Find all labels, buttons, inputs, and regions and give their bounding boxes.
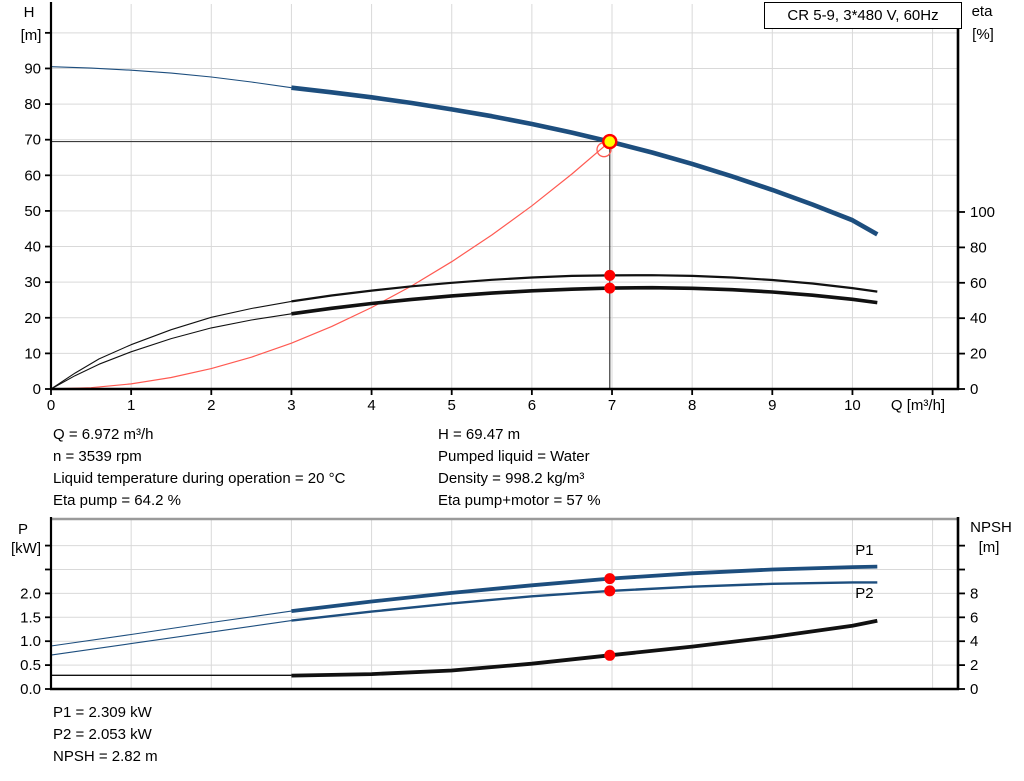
duty-point-marker xyxy=(602,133,618,150)
eta-pump-motor-curve xyxy=(291,285,878,316)
tick-label-right: 8 xyxy=(970,585,978,602)
head-curve xyxy=(291,85,879,237)
tick-label-right: 20 xyxy=(970,346,987,363)
npsh-marker xyxy=(604,649,616,661)
info-line-speed: n = 3539 rpm xyxy=(53,448,142,465)
eta-pump-curve xyxy=(50,300,292,390)
info-line-npsh: NPSH = 2.82 m xyxy=(53,748,158,765)
right-axis-unit: [m] xyxy=(979,539,1000,556)
tick-label-left: 80 xyxy=(24,96,41,113)
tick-label-left: 0.5 xyxy=(20,657,41,674)
tick-label-bottom: 7 xyxy=(608,397,616,414)
head-efficiency-chart: 0 10 20 30 40 50 60 70 80 90 0 20 40 60 80 100 0 1 2 3 4 5 6 7 8… xyxy=(21,2,995,414)
tick-label-left: 70 xyxy=(24,132,41,149)
left-axis-unit: [kW] xyxy=(11,540,41,557)
tick-label-left: 2.0 xyxy=(20,585,41,602)
tick-label-bottom: 3 xyxy=(287,397,295,414)
eta-pump-marker xyxy=(604,269,616,281)
tick-label-right: 60 xyxy=(970,275,987,292)
tick-label-bottom: 1 xyxy=(127,397,135,414)
tick-label-bottom: 2 xyxy=(207,397,215,414)
tick-label-left: 1.5 xyxy=(20,609,41,626)
power-info-block: P1 = 2.309 kW P2 = 2.053 kW NPSH = 2.82 … xyxy=(53,702,158,768)
eta-pump-curve xyxy=(291,274,878,303)
p1-curve xyxy=(50,610,292,647)
tick-label-right: 80 xyxy=(970,239,987,256)
tick-label-right: 0 xyxy=(970,681,978,698)
tick-label-left: 40 xyxy=(24,239,41,256)
info-line-density: Density = 998.2 kg/m³ xyxy=(438,470,585,487)
system-curve xyxy=(50,141,611,390)
p2-marker xyxy=(604,585,616,597)
tick-label-left: 30 xyxy=(24,274,41,291)
right-axis-unit: [%] xyxy=(972,26,994,43)
tick-label-right: 100 xyxy=(970,204,995,221)
tick-label-right: 6 xyxy=(970,609,978,626)
tick-label-bottom: 0 xyxy=(47,397,55,414)
tick-label-right: 0 xyxy=(970,381,978,398)
info-line-liquid: Pumped liquid = Water xyxy=(438,448,590,465)
tick-label-bottom: 8 xyxy=(688,397,696,414)
right-axis-title: eta xyxy=(972,3,994,20)
eta-pump-motor-curve xyxy=(50,313,292,390)
info-line-eta-pump-motor: Eta pump+motor = 57 % xyxy=(438,492,601,509)
tick-label-left: 60 xyxy=(24,167,41,184)
p1-label: P1 xyxy=(855,542,873,559)
tick-label-bottom: 4 xyxy=(367,397,375,414)
tick-label-right: 4 xyxy=(970,633,978,650)
tick-label-right: 40 xyxy=(970,310,987,327)
tick-label-bottom: 5 xyxy=(448,397,456,414)
right-axis-title: NPSH xyxy=(970,519,1012,536)
x-axis-title: Q [m³/h] xyxy=(891,397,945,414)
duty-info-block-right: H = 69.47 m Pumped liquid = Water Densit… xyxy=(438,424,601,512)
tick-label-bottom: 9 xyxy=(768,397,776,414)
head-curve xyxy=(50,66,292,89)
tick-label-left: 20 xyxy=(24,310,41,327)
info-line-eta-pump: Eta pump = 64.2 % xyxy=(53,492,181,509)
tick-label-left: 0.0 xyxy=(20,681,41,698)
p1-curve xyxy=(291,564,878,613)
tick-label-bottom: 10 xyxy=(844,397,861,414)
tick-label-bottom: 6 xyxy=(528,397,536,414)
info-line-flow: Q = 6.972 m³/h xyxy=(53,426,154,443)
duty-info-block-left: Q = 6.972 m³/h n = 3539 rpm Liquid tempe… xyxy=(53,424,345,512)
tick-label-left: 0 xyxy=(33,381,41,398)
info-line-p1: P1 = 2.309 kW xyxy=(53,704,152,721)
tick-label-left: 10 xyxy=(24,345,41,362)
tick-label-left: 1.0 xyxy=(20,633,41,650)
p1-marker xyxy=(604,573,616,585)
left-axis-unit: [m] xyxy=(21,27,42,44)
left-axis-title: H xyxy=(24,4,35,21)
power-npsh-chart: 0.0 0.5 1.0 1.5 2.0 0 2 4 6 8 P [kW] NPSH [m] P1 P2 xyxy=(11,517,1012,698)
tick-label-right: 2 xyxy=(970,657,978,674)
p2-curve xyxy=(50,620,292,656)
eta-pump-motor-marker xyxy=(604,282,616,294)
tick-label-left: 50 xyxy=(24,203,41,220)
npsh-curve xyxy=(291,618,878,678)
left-axis-title: P xyxy=(18,521,28,538)
p2-label: P2 xyxy=(855,585,873,602)
info-line-p2: P2 = 2.053 kW xyxy=(53,726,152,743)
info-line-head: H = 69.47 m xyxy=(438,426,521,443)
pump-model-badge: CR 5-9, 3*480 V, 60Hz xyxy=(764,2,962,29)
tick-label-left: 90 xyxy=(24,60,41,77)
info-line-temperature: Liquid temperature during operation = 20… xyxy=(53,470,346,487)
